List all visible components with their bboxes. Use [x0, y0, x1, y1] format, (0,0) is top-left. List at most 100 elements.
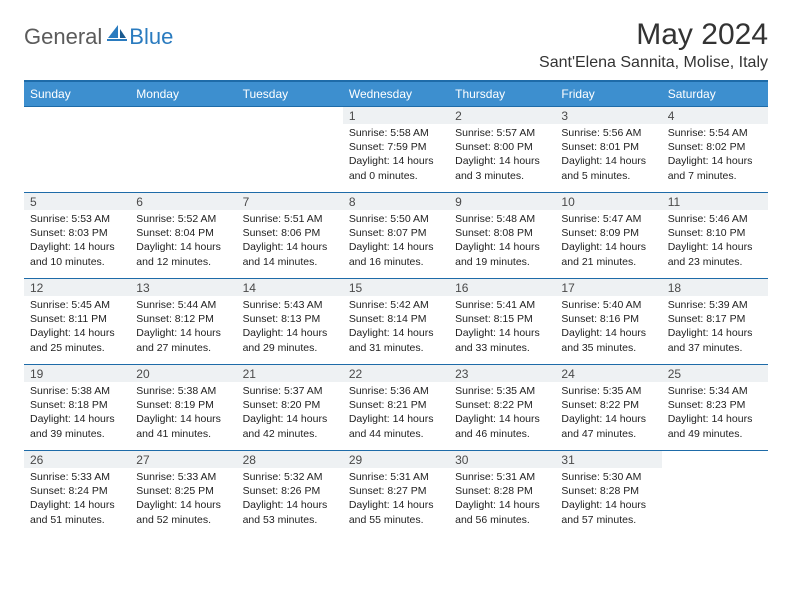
day-number [662, 451, 768, 468]
day-number [237, 107, 343, 124]
sunrise-text: Sunrise: 5:38 AM [30, 384, 124, 398]
day-number: 31 [555, 451, 661, 468]
daylight-text: Daylight: 14 hours and 42 minutes. [243, 412, 337, 440]
day-data: Sunrise: 5:45 AMSunset: 8:11 PMDaylight:… [24, 296, 130, 359]
sunset-text: Sunset: 8:20 PM [243, 398, 337, 412]
sunrise-text: Sunrise: 5:52 AM [136, 212, 230, 226]
sunset-text: Sunset: 8:27 PM [349, 484, 443, 498]
logo: General Blue [24, 24, 173, 50]
weekday-header: Wednesday [343, 81, 449, 107]
sunset-text: Sunset: 8:17 PM [668, 312, 762, 326]
logo-sail-icon [107, 24, 127, 47]
daylight-text: Daylight: 14 hours and 46 minutes. [455, 412, 549, 440]
calendar-day-cell: 30Sunrise: 5:31 AMSunset: 8:28 PMDayligh… [449, 451, 555, 537]
weekday-header: Tuesday [237, 81, 343, 107]
sunset-text: Sunset: 8:16 PM [561, 312, 655, 326]
sunrise-text: Sunrise: 5:35 AM [561, 384, 655, 398]
day-number: 26 [24, 451, 130, 468]
calendar-day-cell: 31Sunrise: 5:30 AMSunset: 8:28 PMDayligh… [555, 451, 661, 537]
day-data: Sunrise: 5:58 AMSunset: 7:59 PMDaylight:… [343, 124, 449, 187]
day-number [24, 107, 130, 124]
day-number: 10 [555, 193, 661, 210]
sunrise-text: Sunrise: 5:50 AM [349, 212, 443, 226]
sunset-text: Sunset: 8:03 PM [30, 226, 124, 240]
daylight-text: Daylight: 14 hours and 27 minutes. [136, 326, 230, 354]
sunset-text: Sunset: 8:11 PM [30, 312, 124, 326]
day-data: Sunrise: 5:50 AMSunset: 8:07 PMDaylight:… [343, 210, 449, 273]
day-number: 28 [237, 451, 343, 468]
day-data: Sunrise: 5:39 AMSunset: 8:17 PMDaylight:… [662, 296, 768, 359]
daylight-text: Daylight: 14 hours and 7 minutes. [668, 154, 762, 182]
sunset-text: Sunset: 8:12 PM [136, 312, 230, 326]
daylight-text: Daylight: 14 hours and 14 minutes. [243, 240, 337, 268]
daylight-text: Daylight: 14 hours and 21 minutes. [561, 240, 655, 268]
day-data: Sunrise: 5:51 AMSunset: 8:06 PMDaylight:… [237, 210, 343, 273]
daylight-text: Daylight: 14 hours and 51 minutes. [30, 498, 124, 526]
calendar-day-cell [130, 107, 236, 193]
day-number: 9 [449, 193, 555, 210]
day-data: Sunrise: 5:37 AMSunset: 8:20 PMDaylight:… [237, 382, 343, 445]
sunset-text: Sunset: 8:10 PM [668, 226, 762, 240]
sunrise-text: Sunrise: 5:33 AM [30, 470, 124, 484]
calendar-day-cell: 1Sunrise: 5:58 AMSunset: 7:59 PMDaylight… [343, 107, 449, 193]
sunset-text: Sunset: 8:04 PM [136, 226, 230, 240]
sunrise-text: Sunrise: 5:57 AM [455, 126, 549, 140]
sunrise-text: Sunrise: 5:58 AM [349, 126, 443, 140]
daylight-text: Daylight: 14 hours and 16 minutes. [349, 240, 443, 268]
day-data: Sunrise: 5:35 AMSunset: 8:22 PMDaylight:… [449, 382, 555, 445]
day-data: Sunrise: 5:34 AMSunset: 8:23 PMDaylight:… [662, 382, 768, 445]
sunset-text: Sunset: 8:18 PM [30, 398, 124, 412]
daylight-text: Daylight: 14 hours and 35 minutes. [561, 326, 655, 354]
calendar-day-cell: 9Sunrise: 5:48 AMSunset: 8:08 PMDaylight… [449, 193, 555, 279]
sunset-text: Sunset: 8:19 PM [136, 398, 230, 412]
sunset-text: Sunset: 8:28 PM [561, 484, 655, 498]
day-number: 7 [237, 193, 343, 210]
day-number: 18 [662, 279, 768, 296]
daylight-text: Daylight: 14 hours and 3 minutes. [455, 154, 549, 182]
daylight-text: Daylight: 14 hours and 25 minutes. [30, 326, 124, 354]
calendar-day-cell: 19Sunrise: 5:38 AMSunset: 8:18 PMDayligh… [24, 365, 130, 451]
calendar-day-cell: 23Sunrise: 5:35 AMSunset: 8:22 PMDayligh… [449, 365, 555, 451]
sunrise-text: Sunrise: 5:34 AM [668, 384, 762, 398]
calendar-day-cell: 16Sunrise: 5:41 AMSunset: 8:15 PMDayligh… [449, 279, 555, 365]
sunset-text: Sunset: 8:02 PM [668, 140, 762, 154]
day-data: Sunrise: 5:35 AMSunset: 8:22 PMDaylight:… [555, 382, 661, 445]
day-number: 13 [130, 279, 236, 296]
day-data: Sunrise: 5:46 AMSunset: 8:10 PMDaylight:… [662, 210, 768, 273]
daylight-text: Daylight: 14 hours and 57 minutes. [561, 498, 655, 526]
day-data: Sunrise: 5:42 AMSunset: 8:14 PMDaylight:… [343, 296, 449, 359]
day-data: Sunrise: 5:56 AMSunset: 8:01 PMDaylight:… [555, 124, 661, 187]
day-data: Sunrise: 5:30 AMSunset: 8:28 PMDaylight:… [555, 468, 661, 531]
day-data: Sunrise: 5:36 AMSunset: 8:21 PMDaylight:… [343, 382, 449, 445]
sunset-text: Sunset: 8:08 PM [455, 226, 549, 240]
day-data: Sunrise: 5:54 AMSunset: 8:02 PMDaylight:… [662, 124, 768, 187]
sunrise-text: Sunrise: 5:56 AM [561, 126, 655, 140]
daylight-text: Daylight: 14 hours and 23 minutes. [668, 240, 762, 268]
sunrise-text: Sunrise: 5:33 AM [136, 470, 230, 484]
daylight-text: Daylight: 14 hours and 12 minutes. [136, 240, 230, 268]
daylight-text: Daylight: 14 hours and 10 minutes. [30, 240, 124, 268]
day-number: 25 [662, 365, 768, 382]
day-number: 21 [237, 365, 343, 382]
day-number: 23 [449, 365, 555, 382]
calendar-week-row: 5Sunrise: 5:53 AMSunset: 8:03 PMDaylight… [24, 193, 768, 279]
sunrise-text: Sunrise: 5:31 AM [349, 470, 443, 484]
day-number: 3 [555, 107, 661, 124]
weekday-header: Saturday [662, 81, 768, 107]
sunrise-text: Sunrise: 5:30 AM [561, 470, 655, 484]
day-number: 6 [130, 193, 236, 210]
day-number: 22 [343, 365, 449, 382]
day-data: Sunrise: 5:32 AMSunset: 8:26 PMDaylight:… [237, 468, 343, 531]
calendar-day-cell [24, 107, 130, 193]
day-data: Sunrise: 5:43 AMSunset: 8:13 PMDaylight:… [237, 296, 343, 359]
calendar-day-cell: 20Sunrise: 5:38 AMSunset: 8:19 PMDayligh… [130, 365, 236, 451]
day-number: 12 [24, 279, 130, 296]
sunset-text: Sunset: 8:28 PM [455, 484, 549, 498]
weekday-header: Monday [130, 81, 236, 107]
sunset-text: Sunset: 8:07 PM [349, 226, 443, 240]
calendar-day-cell: 11Sunrise: 5:46 AMSunset: 8:10 PMDayligh… [662, 193, 768, 279]
sunrise-text: Sunrise: 5:39 AM [668, 298, 762, 312]
calendar-day-cell: 6 Sunrise: 5:52 AMSunset: 8:04 PMDaylight… [130, 193, 236, 279]
sunset-text: Sunset: 8:09 PM [561, 226, 655, 240]
day-number: 20 [130, 365, 236, 382]
